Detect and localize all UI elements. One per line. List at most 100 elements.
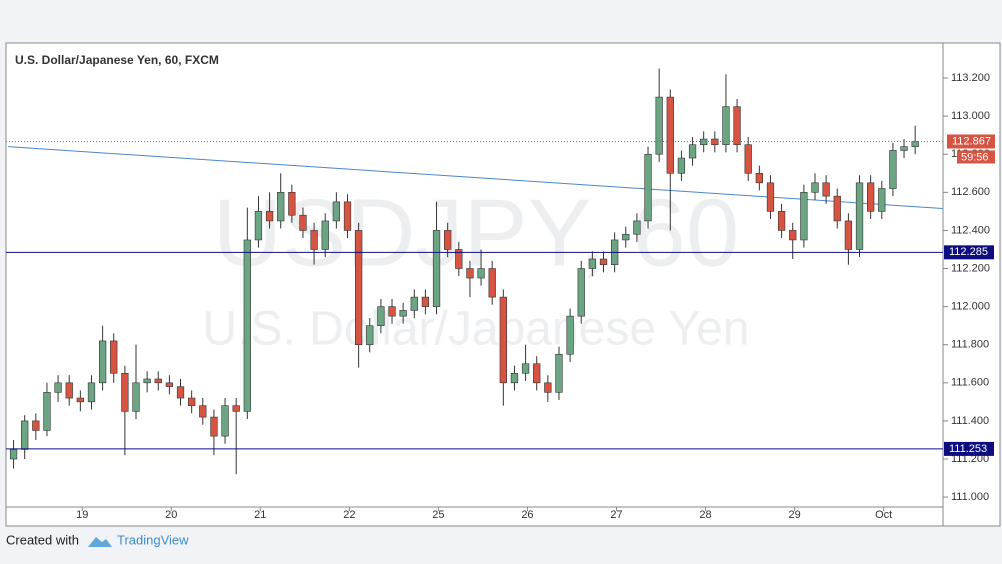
candle-body: [588, 258, 597, 269]
candle-body: [377, 306, 385, 326]
x-tick-label: Oct: [875, 509, 892, 521]
candle-body: [733, 106, 741, 146]
y-tick-label: 111.400: [951, 415, 989, 427]
candle-body: [700, 138, 708, 146]
y-tick-label: 111.200: [951, 453, 989, 465]
candle-body: [455, 249, 463, 269]
candle-body: [466, 268, 474, 279]
candle-body: [188, 397, 196, 406]
candle-body: [21, 420, 29, 450]
candle-body: [488, 268, 496, 298]
footer-text: Created with: [6, 532, 79, 547]
x-tick-label: 27: [610, 509, 622, 521]
candle-body: [132, 382, 140, 412]
candle-body: [744, 144, 752, 174]
candle-body: [822, 182, 830, 197]
level-label-box: [944, 245, 994, 260]
x-tick-label: 29: [788, 509, 800, 521]
watermark-name: U.S. Dollar/Japanese Yen: [202, 303, 749, 356]
candle-body: [533, 363, 541, 384]
last-price-box: [947, 134, 995, 149]
candle-body: [110, 340, 118, 374]
countdown-label: 59:56: [961, 151, 989, 163]
chart-title: U.S. Dollar/Japanese Yen, 60, FXCM: [15, 53, 219, 67]
candle-body: [243, 239, 251, 412]
candle-body: [221, 405, 229, 437]
candle-body: [766, 182, 775, 212]
candle-body: [354, 230, 363, 346]
level-label-box: [944, 441, 994, 456]
x-tick-label: 22: [343, 509, 355, 521]
x-tick-label: 19: [76, 509, 88, 521]
candle-body: [644, 153, 652, 222]
x-tick-label: 28: [699, 509, 711, 521]
candle-body: [199, 405, 207, 418]
y-tick-label: 113.200: [951, 72, 990, 84]
candle-body: [432, 230, 441, 307]
y-tick-label: 112.200: [951, 262, 990, 274]
candle-body: [210, 416, 218, 437]
y-tick-label: 111.600: [951, 377, 989, 389]
x-tick-label: 26: [521, 509, 533, 521]
y-tick-label: 112.600: [951, 186, 990, 198]
candle-body: [332, 201, 341, 222]
candle-body: [32, 420, 40, 431]
level-label: 112.285: [949, 246, 988, 258]
x-tick-label: 21: [254, 509, 266, 521]
countdown-box: [957, 150, 995, 164]
candle-body: [43, 392, 51, 431]
x-tick-label: 20: [165, 509, 177, 521]
chart-frame: [5, 42, 1001, 527]
y-tick-label: 111.800: [951, 339, 989, 351]
x-tick-label: 25: [432, 509, 444, 521]
candle-body: [288, 192, 296, 216]
candle-body: [399, 310, 407, 317]
candle-body: [688, 144, 697, 159]
candle-body: [889, 150, 897, 189]
candle-body: [265, 211, 274, 222]
candle-body: [444, 230, 452, 250]
candle-body: [421, 296, 430, 307]
candle-body: [277, 192, 285, 222]
candle-body: [54, 382, 62, 393]
candle-body: [366, 325, 374, 346]
candle-body: [878, 188, 886, 212]
candle-body: [143, 378, 151, 384]
candle-body: [121, 372, 129, 412]
candle-body: [655, 96, 663, 155]
candle-body: [521, 363, 530, 374]
brand-logo: [88, 537, 112, 547]
candle-body: [811, 182, 819, 193]
candle-body: [677, 157, 686, 174]
candle-body: [87, 382, 96, 403]
level-label: 111.253: [949, 443, 987, 455]
candle-body: [855, 182, 864, 250]
candle-body: [566, 315, 574, 355]
candle-body: [510, 372, 519, 384]
candle-body: [755, 172, 763, 184]
candle-body: [388, 306, 396, 317]
brand-link[interactable]: TradingView: [117, 532, 189, 547]
candle-body: [321, 220, 329, 250]
candle-body: [254, 211, 263, 241]
candle-body: [310, 230, 318, 250]
candle-body: [154, 378, 162, 384]
candle-body: [410, 296, 418, 311]
trend-line: [7, 146, 944, 210]
candle-body: [499, 296, 507, 384]
candle-body: [800, 192, 808, 241]
candle-body: [299, 214, 307, 231]
candle-body: [165, 382, 174, 387]
y-tick-label: 112.400: [951, 224, 990, 236]
candle-body: [343, 201, 352, 231]
last-price-label: 112.867: [952, 135, 991, 147]
candle-body: [577, 268, 585, 317]
y-tick-label: 113.000: [951, 110, 990, 122]
candle-body: [232, 405, 240, 412]
candle-body: [555, 353, 563, 393]
candle-body: [176, 386, 185, 399]
candle-body: [722, 106, 730, 146]
candle-body: [666, 96, 674, 174]
